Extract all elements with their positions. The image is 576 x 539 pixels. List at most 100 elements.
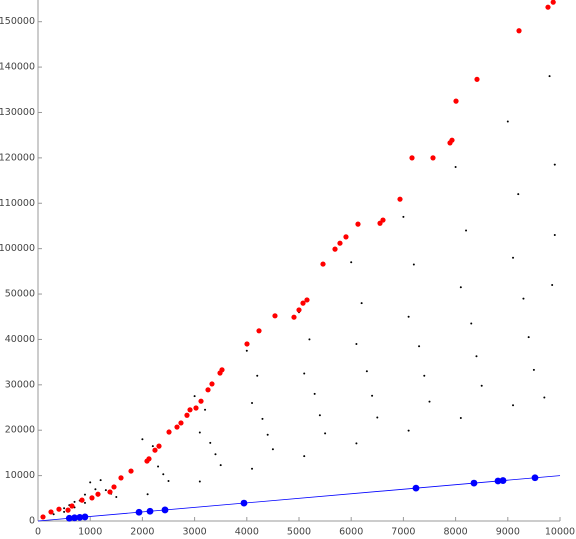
point bbox=[198, 480, 201, 483]
point bbox=[115, 495, 118, 498]
x-tick-label: 5000 bbox=[287, 527, 311, 538]
point bbox=[553, 234, 556, 237]
point bbox=[454, 165, 457, 168]
point bbox=[350, 261, 353, 264]
point bbox=[512, 404, 515, 407]
point bbox=[205, 387, 211, 393]
point bbox=[365, 370, 368, 373]
point bbox=[308, 338, 311, 341]
point bbox=[209, 381, 215, 387]
point bbox=[89, 495, 95, 501]
point bbox=[300, 300, 306, 306]
point bbox=[459, 416, 462, 419]
point bbox=[56, 506, 62, 512]
point bbox=[553, 163, 556, 166]
point bbox=[475, 355, 478, 358]
point bbox=[209, 441, 212, 444]
x-tick-label: 8000 bbox=[444, 527, 468, 538]
point bbox=[193, 405, 199, 411]
point bbox=[407, 429, 410, 432]
point bbox=[532, 368, 535, 371]
point bbox=[516, 28, 522, 34]
x-tick-label: 7000 bbox=[391, 527, 415, 538]
point bbox=[428, 400, 431, 403]
point bbox=[360, 302, 363, 305]
point bbox=[146, 493, 149, 496]
point bbox=[251, 467, 254, 470]
point bbox=[459, 286, 462, 289]
point bbox=[63, 510, 66, 513]
point bbox=[304, 297, 310, 303]
point bbox=[83, 501, 86, 504]
point bbox=[178, 420, 184, 426]
point bbox=[303, 372, 306, 375]
x-tick-label: 2000 bbox=[130, 527, 154, 538]
point bbox=[184, 412, 190, 418]
point bbox=[198, 398, 204, 404]
point bbox=[332, 246, 338, 252]
y-tick-label: 0 bbox=[29, 516, 35, 527]
y-tick-label: 150000 bbox=[0, 16, 35, 27]
point bbox=[193, 395, 196, 398]
point bbox=[69, 503, 75, 509]
point bbox=[548, 75, 551, 78]
point bbox=[52, 513, 55, 516]
point bbox=[251, 401, 254, 404]
x-tick-label: 10000 bbox=[545, 527, 575, 538]
point bbox=[198, 431, 201, 434]
point bbox=[543, 396, 546, 399]
point bbox=[402, 215, 405, 218]
y-tick-label: 40000 bbox=[5, 334, 35, 345]
point bbox=[545, 4, 551, 10]
y-tick-label: 20000 bbox=[5, 425, 35, 436]
point bbox=[272, 313, 278, 319]
point bbox=[204, 408, 207, 411]
point bbox=[157, 465, 160, 468]
point bbox=[89, 481, 92, 484]
point bbox=[95, 491, 101, 497]
point bbox=[296, 307, 302, 313]
point bbox=[118, 475, 124, 481]
point bbox=[256, 374, 259, 377]
point bbox=[256, 328, 262, 334]
point bbox=[162, 473, 165, 476]
point bbox=[141, 438, 144, 441]
y-tick-label: 50000 bbox=[5, 289, 35, 300]
point bbox=[506, 120, 509, 123]
point bbox=[522, 297, 525, 300]
point bbox=[447, 140, 453, 146]
point bbox=[355, 342, 358, 345]
point bbox=[65, 507, 71, 513]
point bbox=[40, 514, 46, 520]
point bbox=[107, 489, 113, 495]
point bbox=[266, 433, 269, 436]
point bbox=[418, 345, 421, 348]
point bbox=[48, 509, 54, 515]
point bbox=[313, 392, 316, 395]
x-tick-label: 1000 bbox=[78, 527, 102, 538]
point bbox=[527, 336, 530, 339]
point bbox=[343, 234, 349, 240]
point bbox=[371, 394, 374, 397]
point bbox=[318, 414, 321, 417]
y-tick-label: 130000 bbox=[0, 107, 35, 118]
x-tick-label: 3000 bbox=[183, 527, 207, 538]
point bbox=[407, 315, 410, 318]
point bbox=[244, 341, 250, 347]
point bbox=[355, 221, 361, 227]
point bbox=[430, 155, 436, 161]
point bbox=[245, 349, 248, 352]
point bbox=[156, 443, 162, 449]
point bbox=[214, 453, 217, 456]
point bbox=[324, 432, 327, 435]
y-tick-label: 120000 bbox=[0, 152, 35, 163]
point bbox=[174, 424, 180, 430]
x-tick-label: 0 bbox=[35, 527, 41, 538]
point bbox=[423, 374, 426, 377]
point bbox=[104, 489, 107, 492]
point bbox=[303, 455, 306, 458]
point bbox=[291, 314, 297, 320]
point bbox=[83, 493, 86, 496]
